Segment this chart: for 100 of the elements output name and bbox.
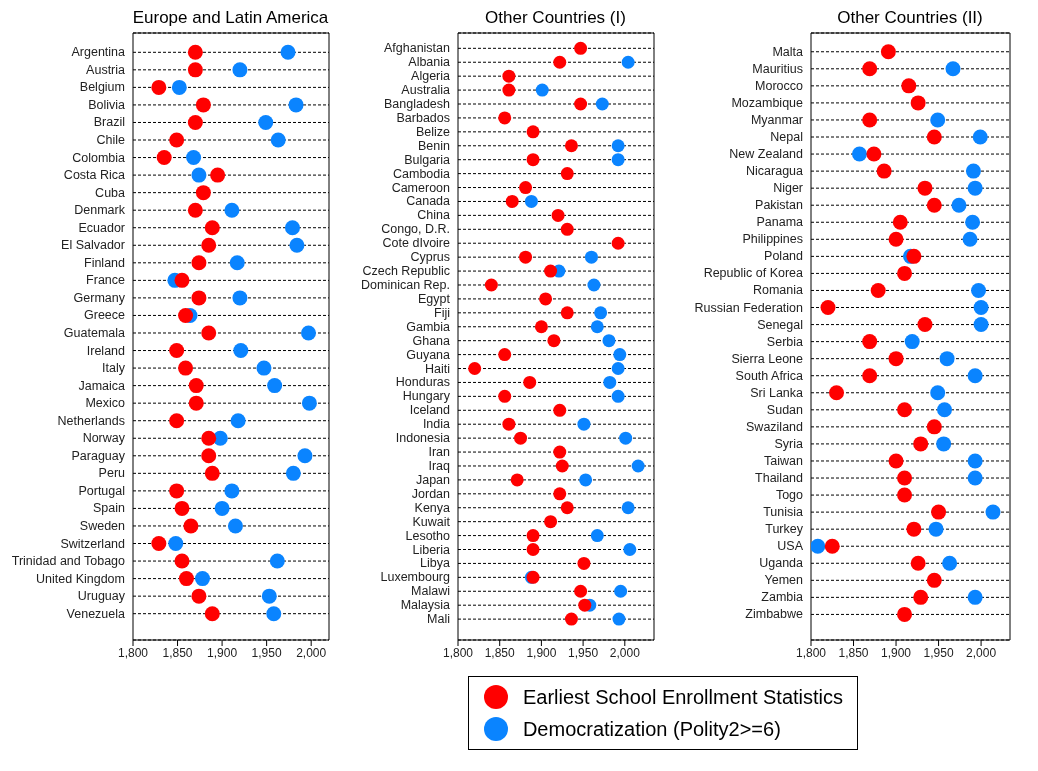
y-tick-label: Kuwait bbox=[412, 514, 451, 529]
point bbox=[505, 194, 519, 208]
point bbox=[967, 368, 983, 384]
point bbox=[942, 555, 958, 571]
point bbox=[178, 571, 194, 587]
point bbox=[904, 334, 920, 350]
point bbox=[917, 317, 933, 333]
point bbox=[195, 97, 211, 113]
y-tick-label: Romania bbox=[752, 283, 804, 298]
y-tick-label: Congo, D.R. bbox=[381, 222, 450, 237]
point bbox=[210, 167, 226, 183]
point bbox=[188, 395, 204, 411]
point bbox=[526, 529, 540, 543]
point bbox=[224, 202, 240, 218]
y-tick-label: Ghana bbox=[412, 333, 451, 348]
y-tick-label: Sierra Leone bbox=[731, 351, 804, 366]
point bbox=[191, 290, 207, 306]
y-tick-label: Hungary bbox=[402, 389, 451, 404]
y-tick-label: Algeria bbox=[411, 69, 451, 84]
point bbox=[862, 61, 878, 77]
point bbox=[560, 306, 574, 320]
point bbox=[967, 180, 983, 196]
y-tick-label: Senegal bbox=[757, 317, 803, 332]
point bbox=[519, 181, 533, 195]
y-tick-label: Japan bbox=[415, 472, 451, 487]
point bbox=[214, 500, 230, 516]
point bbox=[174, 500, 190, 516]
point bbox=[297, 448, 313, 464]
y-tick-label: Zimbabwe bbox=[745, 607, 804, 622]
y-tick-label: Costa Rica bbox=[63, 168, 126, 183]
point bbox=[178, 360, 194, 376]
y-tick-label: Albania bbox=[408, 55, 451, 70]
y-tick-label: Iran bbox=[428, 445, 451, 460]
point bbox=[936, 436, 952, 452]
point bbox=[564, 139, 578, 153]
point bbox=[169, 343, 185, 359]
y-tick-label: Malawi bbox=[411, 584, 450, 599]
y-tick-label: Italy bbox=[102, 361, 126, 376]
point bbox=[178, 307, 194, 323]
y-tick-label: Norway bbox=[82, 431, 126, 446]
point bbox=[939, 351, 955, 367]
y-tick-label: Libya bbox=[420, 556, 451, 571]
y-tick-label: Zambia bbox=[761, 590, 804, 605]
point bbox=[229, 255, 245, 271]
point bbox=[174, 553, 190, 569]
point bbox=[553, 403, 567, 417]
point bbox=[191, 167, 207, 183]
point bbox=[587, 278, 601, 292]
point bbox=[613, 348, 627, 362]
y-tick-label: Cote dIvoire bbox=[382, 236, 451, 251]
y-tick-label: Guatemala bbox=[63, 325, 126, 340]
point bbox=[258, 114, 274, 130]
y-tick-label: Luxembourg bbox=[380, 570, 451, 585]
point bbox=[888, 453, 904, 469]
point bbox=[897, 265, 913, 281]
y-tick-label: Venezuela bbox=[66, 606, 126, 621]
point bbox=[584, 250, 598, 264]
y-tick-label: Belize bbox=[415, 124, 451, 139]
y-tick-label: Trinidad and Tobago bbox=[11, 554, 126, 569]
point bbox=[913, 436, 929, 452]
point bbox=[551, 208, 565, 222]
point bbox=[526, 125, 540, 139]
point bbox=[553, 487, 567, 501]
y-tick-label: South Africa bbox=[735, 368, 804, 383]
point bbox=[187, 202, 203, 218]
y-tick-label: Cambodia bbox=[393, 166, 451, 181]
point bbox=[602, 334, 616, 348]
point bbox=[187, 114, 203, 130]
point bbox=[577, 417, 591, 431]
y-tick-label: Thailand bbox=[755, 471, 804, 486]
point bbox=[468, 362, 482, 376]
point bbox=[168, 536, 184, 552]
point bbox=[951, 197, 967, 213]
point bbox=[931, 504, 947, 520]
point bbox=[267, 378, 283, 394]
point bbox=[285, 465, 301, 481]
point bbox=[151, 79, 167, 95]
chart-title: Europe and Latin America bbox=[131, 8, 329, 29]
point bbox=[224, 483, 240, 499]
y-tick-label: Dominican Rep. bbox=[361, 277, 450, 292]
point bbox=[590, 529, 604, 543]
y-tick-label: Liberia bbox=[412, 542, 451, 557]
y-tick-label: Yemen bbox=[764, 573, 804, 588]
point bbox=[926, 572, 942, 588]
x-tick-label: 1,800 bbox=[117, 645, 149, 660]
point bbox=[544, 515, 558, 529]
point bbox=[910, 95, 926, 111]
x-tick-label: 1,800 bbox=[795, 645, 827, 660]
point bbox=[547, 334, 561, 348]
x-tick-label: 1,900 bbox=[207, 645, 238, 660]
y-tick-label: Canada bbox=[406, 194, 451, 209]
y-tick-label: Myanmar bbox=[750, 112, 803, 127]
y-tick-label: Gambia bbox=[406, 319, 451, 334]
point bbox=[851, 146, 867, 162]
point bbox=[553, 445, 567, 459]
point bbox=[603, 375, 617, 389]
point bbox=[820, 300, 836, 316]
y-tick-label: Finland bbox=[84, 255, 126, 270]
point bbox=[564, 612, 578, 626]
point bbox=[611, 236, 625, 250]
